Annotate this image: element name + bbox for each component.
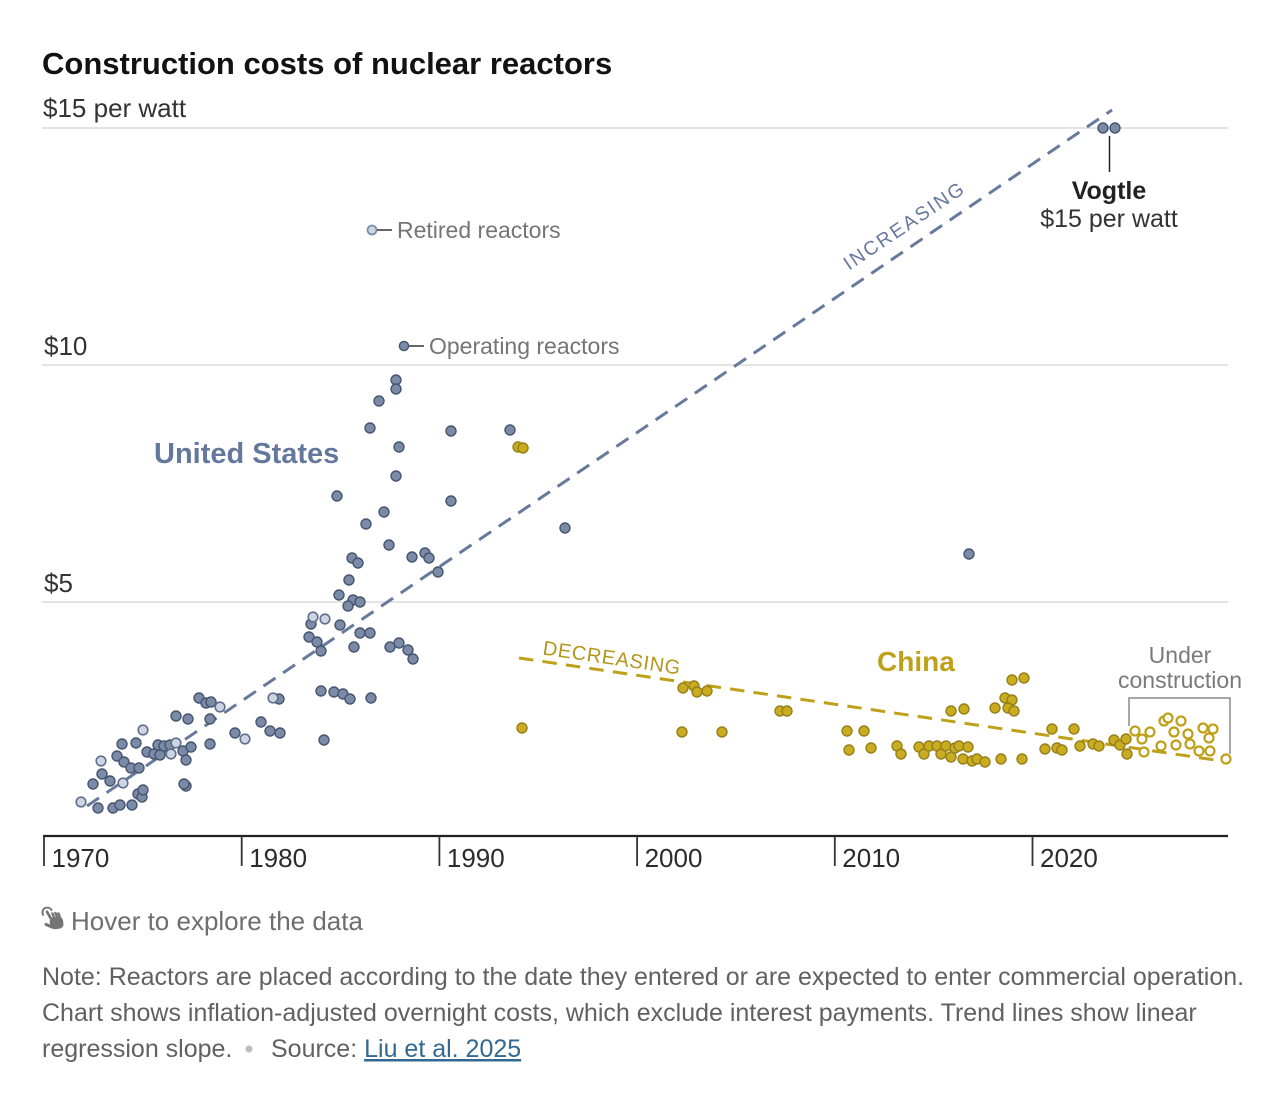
svg-text:1990: 1990 [447, 843, 505, 873]
svg-text:Hover to explore the data: Hover to explore the data [71, 906, 363, 936]
svg-text:Operating reactors: Operating reactors [429, 333, 619, 359]
svg-text:Chart shows inflation-adjusted: Chart shows inflation-adjusted overnight… [42, 999, 1197, 1027]
svg-text:Note: Reactors are placed acco: Note: Reactors are placed according to t… [42, 963, 1244, 991]
svg-text:2010: 2010 [842, 843, 900, 873]
svg-text:Source: Liu et al. 2025: Source: Liu et al. 2025 [271, 1035, 521, 1063]
svg-text:construction: construction [1118, 667, 1242, 693]
svg-text:United States: United States [154, 438, 339, 470]
svg-text:Construction costs of nuclear: Construction costs of nuclear reactors [42, 46, 612, 81]
svg-text:Under: Under [1149, 642, 1212, 668]
svg-text:2000: 2000 [645, 843, 703, 873]
svg-text:$15 per watt: $15 per watt [1040, 205, 1178, 233]
svg-text:$15 per watt: $15 per watt [43, 93, 187, 123]
svg-text:$5: $5 [44, 568, 73, 598]
svg-text:regression slope.: regression slope. [42, 1035, 232, 1063]
svg-text:1980: 1980 [249, 843, 307, 873]
svg-text:1970: 1970 [52, 843, 110, 873]
svg-text:2020: 2020 [1040, 843, 1098, 873]
svg-text:China: China [877, 646, 955, 677]
svg-text:$10: $10 [44, 331, 87, 361]
svg-text:Vogtle: Vogtle [1072, 177, 1147, 205]
svg-text:Retired reactors: Retired reactors [397, 217, 561, 243]
